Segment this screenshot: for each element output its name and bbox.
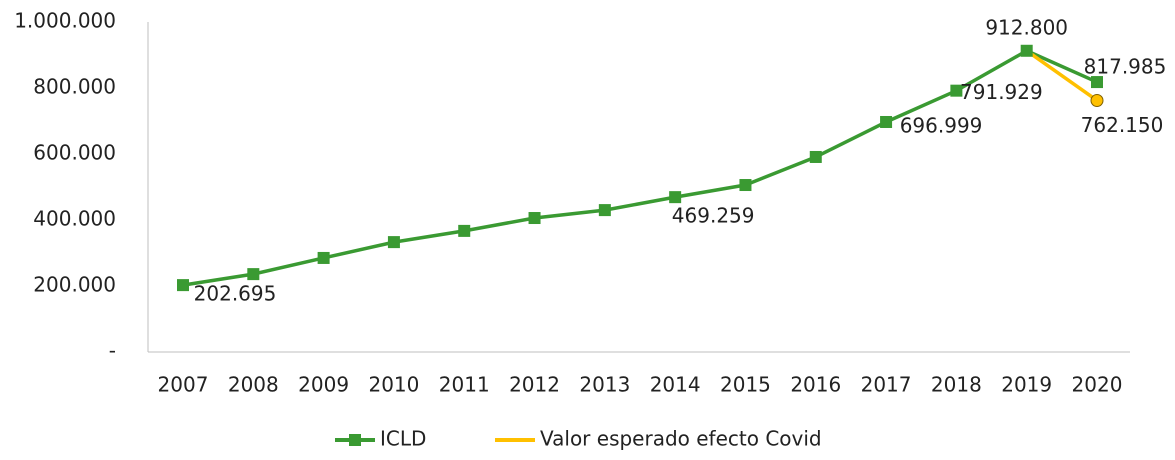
data-label: 202.695 xyxy=(194,282,277,306)
y-tick-label: 600.000 xyxy=(33,141,116,165)
x-tick-label: 2011 xyxy=(439,373,490,397)
point-marker xyxy=(739,179,752,192)
data-label: 696.999 xyxy=(900,113,983,137)
y-tick-label: - xyxy=(109,339,116,363)
series-line xyxy=(182,49,1098,287)
data-label: 762.150 xyxy=(1081,113,1164,137)
legend-marker xyxy=(349,434,361,446)
x-tick-label: 2015 xyxy=(720,373,771,397)
point-marker xyxy=(880,115,893,128)
point-marker xyxy=(458,224,471,237)
point-marker xyxy=(528,212,541,225)
point-marker xyxy=(1020,44,1033,57)
point-marker xyxy=(809,150,822,163)
x-tick-label: 2012 xyxy=(509,373,560,397)
x-tick-label: 2019 xyxy=(1001,373,1052,397)
point-marker xyxy=(247,268,260,281)
point-marker xyxy=(387,236,400,249)
y-tick-label: 800.000 xyxy=(33,75,116,99)
data-label: 791.929 xyxy=(960,80,1043,104)
x-tick-label: 2009 xyxy=(298,373,349,397)
series-line xyxy=(1025,49,1099,102)
x-tick-label: 2014 xyxy=(650,373,701,397)
x-tick-label: 2013 xyxy=(579,373,630,397)
data-label: 469.259 xyxy=(672,204,755,228)
point-marker xyxy=(1090,93,1104,107)
x-tick-label: 2016 xyxy=(790,373,841,397)
x-tick-label: 2008 xyxy=(228,373,279,397)
y-tick-label: 400.000 xyxy=(33,207,116,231)
point-marker xyxy=(177,279,189,292)
data-label: 817.985 xyxy=(1084,55,1167,79)
x-tick-label: 2007 xyxy=(158,373,209,397)
x-tick-label: 2018 xyxy=(931,373,982,397)
point-marker xyxy=(950,84,963,97)
x-tick-label: 2020 xyxy=(1072,373,1123,397)
point-marker xyxy=(317,251,330,264)
y-tick-label: 200.000 xyxy=(33,273,116,297)
x-tick-label: 2017 xyxy=(861,373,912,397)
point-marker xyxy=(1091,76,1103,89)
point-marker xyxy=(669,191,682,204)
y-tick-label: 1.000.000 xyxy=(14,9,116,33)
legend-label: ICLD xyxy=(380,427,426,451)
x-tick-label: 2010 xyxy=(368,373,419,397)
data-label: 912.800 xyxy=(985,15,1068,39)
legend-label: Valor esperado efecto Covid xyxy=(540,427,822,451)
point-marker xyxy=(598,204,611,217)
